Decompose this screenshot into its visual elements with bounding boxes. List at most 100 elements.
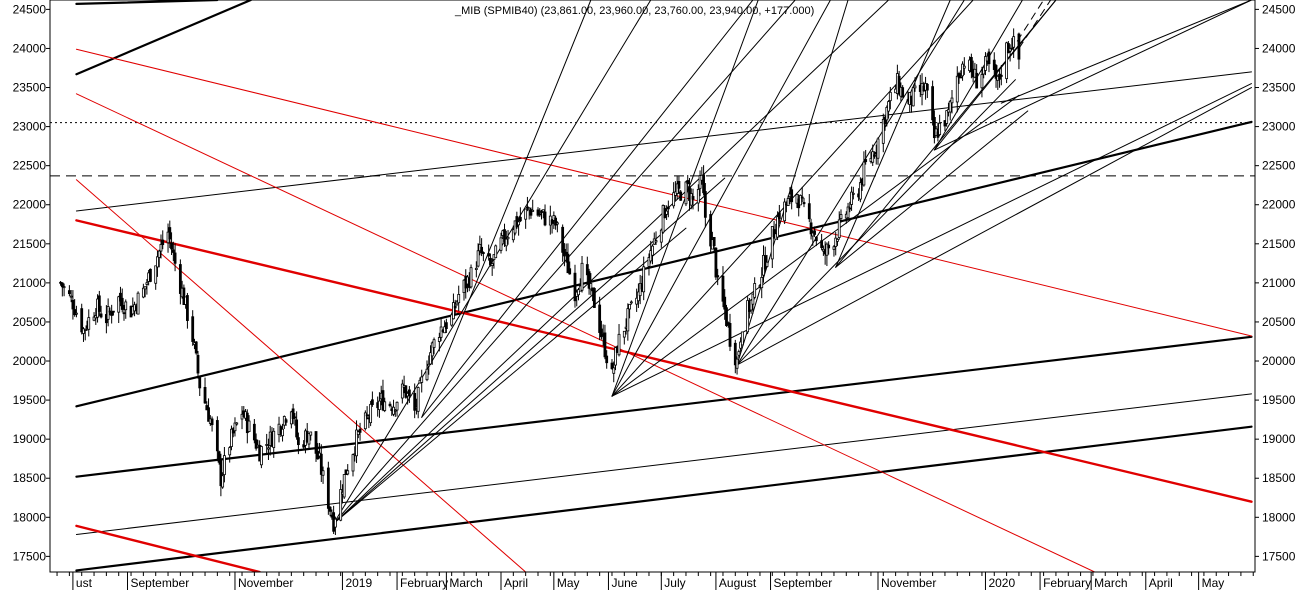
price-bar-body	[370, 399, 374, 405]
price-bar-body	[407, 389, 411, 397]
price-bar-body	[260, 446, 263, 466]
price-bar	[191, 310, 195, 346]
price-bar-body	[191, 316, 195, 342]
price-bar	[83, 328, 87, 341]
price-bar	[637, 283, 640, 308]
price-bar	[487, 244, 491, 261]
price-bar	[659, 228, 663, 248]
price-bar	[230, 425, 233, 451]
price-bar	[178, 259, 182, 305]
price-bar	[807, 194, 811, 223]
price-bar	[622, 330, 626, 345]
price-bar-body	[585, 264, 589, 276]
price-bar-body	[247, 420, 251, 432]
price-bar-body	[642, 266, 646, 293]
price-bar	[149, 268, 152, 283]
y-tick-label-left: 20500	[13, 315, 47, 329]
price-bar-body	[504, 238, 508, 247]
y-tick-label-left: 17500	[13, 549, 47, 563]
price-bar-body	[661, 205, 665, 233]
price-bar	[945, 110, 949, 127]
price-bar	[529, 207, 533, 219]
price-bar-body	[97, 295, 101, 312]
price-bar-body	[108, 310, 112, 313]
price-bar-body	[573, 272, 577, 302]
price-bar	[281, 423, 284, 442]
price-bar	[219, 453, 223, 497]
price-bar-body	[342, 474, 346, 498]
price-bar-body	[145, 282, 149, 285]
price-bar	[536, 207, 540, 217]
price-bar-body	[430, 342, 434, 357]
price-bar	[99, 305, 103, 319]
price-bar-body	[444, 322, 448, 330]
trend-line	[421, 0, 592, 418]
plot-frame	[49, 0, 1256, 573]
y-tick-label-left: 21000	[13, 276, 47, 290]
price-bar	[555, 221, 559, 233]
price-bar	[911, 87, 915, 107]
x-axis: ust September November 2019 February March Apr…	[56, 572, 1254, 590]
price-bar-body	[723, 296, 727, 310]
y-axis: 17500 17500 18000 18000 18500 18500 19000 19000…	[13, 2, 1296, 563]
price-bar	[141, 283, 145, 299]
price-bar-body	[476, 250, 480, 267]
price-bar-body	[383, 401, 387, 411]
price-bar	[430, 341, 434, 365]
price-bar	[110, 304, 114, 324]
price-bar-body	[587, 271, 591, 289]
price-bar-body	[358, 428, 362, 433]
price-bar	[437, 332, 441, 352]
price-bar	[365, 406, 369, 420]
price-bars	[59, 28, 1021, 535]
price-bar-body	[219, 459, 223, 487]
price-bar	[746, 296, 750, 335]
price-bar	[698, 170, 702, 197]
price-bar-body	[733, 342, 737, 366]
price-bar	[235, 422, 239, 426]
x-tick-label: September	[131, 576, 190, 590]
price-bar	[207, 398, 210, 422]
price-bar	[881, 113, 885, 153]
price-bar	[351, 453, 355, 477]
price-bar	[839, 209, 843, 223]
price-bar-body	[319, 453, 323, 475]
price-bar-body	[975, 72, 979, 89]
price-bar-body	[230, 428, 233, 447]
price-bar-body	[897, 75, 901, 95]
price-bar	[404, 385, 408, 399]
price-bar-body	[143, 286, 147, 290]
price-bar-body	[291, 408, 295, 419]
price-bar	[888, 86, 892, 110]
price-bar-body	[457, 293, 461, 304]
price-bar-body	[267, 447, 270, 450]
price-bar-body	[799, 195, 802, 206]
price-bar	[749, 299, 753, 314]
price-bar-body	[450, 314, 454, 326]
price-bar-body	[962, 65, 966, 69]
price-bar-body	[1012, 36, 1016, 48]
price-bar-body	[168, 227, 172, 240]
price-bar-body	[159, 244, 163, 252]
price-bar-body	[568, 268, 572, 275]
price-bar-body	[474, 267, 478, 271]
price-bar	[474, 261, 478, 278]
y-tick-label-right: 23000	[1262, 120, 1296, 134]
x-tick-label: June	[611, 576, 637, 590]
y-tick-label-right: 21000	[1262, 276, 1296, 290]
price-bar	[453, 299, 457, 315]
price-bar-body	[746, 300, 750, 333]
price-bar-body	[807, 203, 811, 220]
price-bar-body	[67, 290, 71, 295]
price-bar-body	[136, 292, 140, 315]
price-bar	[709, 210, 713, 253]
price-bar-body	[698, 175, 702, 189]
price-bar-body	[388, 403, 392, 407]
price-bar-body	[309, 431, 313, 436]
price-bar-body	[538, 213, 542, 216]
price-bar-body	[737, 351, 741, 356]
price-bar-body	[541, 209, 545, 213]
trend-line	[75, 0, 252, 76]
price-bar-body	[60, 282, 64, 288]
price-bar	[799, 194, 802, 206]
